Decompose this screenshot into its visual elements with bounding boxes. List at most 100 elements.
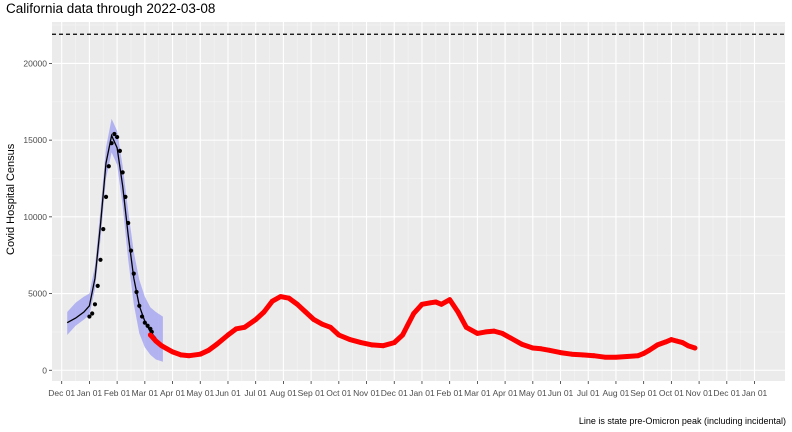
x-tick-label: Dec 01: [713, 388, 740, 398]
observed-point: [137, 303, 142, 308]
x-tick-labels: Dec 01 Jan 01 Feb 01 Mar 01 Apr 01 May 01 Jun …: [48, 388, 767, 398]
projection-point: [405, 321, 411, 327]
x-tick-label: Feb 01: [436, 388, 463, 398]
x-tick-label: Jun 01: [215, 388, 241, 398]
observed-point: [126, 220, 131, 226]
projection-point: [674, 338, 680, 344]
projection-point: [358, 340, 364, 346]
projection-point: [269, 298, 275, 304]
y-tick-labels: 0 5000 10000 15000 20000: [23, 58, 47, 375]
observed-point: [90, 311, 95, 316]
plot-panel: [52, 22, 785, 381]
x-tick-label: Jun 01: [548, 388, 574, 398]
x-tick-label: Mar 01: [132, 388, 159, 398]
y-tick-label: 10000: [23, 212, 47, 222]
projection-point: [159, 343, 164, 349]
y-tick-label: 20000: [23, 58, 47, 68]
x-tick-label: Jul 01: [577, 388, 600, 398]
x-tick-label: Apr 01: [160, 388, 185, 398]
observed-point: [134, 289, 139, 295]
observed-point: [117, 148, 122, 153]
observed-point: [145, 323, 150, 328]
projection-point: [419, 301, 425, 307]
projection-point: [680, 340, 685, 346]
projection-point: [655, 342, 660, 348]
x-tick-label: May 01: [186, 388, 214, 398]
projection-point: [427, 300, 433, 306]
observed-point: [131, 271, 136, 276]
projection-point: [685, 343, 691, 349]
projection-point: [668, 337, 674, 342]
observed-point: [103, 194, 109, 199]
projection-point: [225, 332, 231, 338]
projection-point: [178, 352, 184, 358]
projection-point: [278, 294, 284, 300]
observed-point: [123, 194, 128, 199]
projection-point: [692, 345, 698, 351]
x-tick-label: Sep 01: [630, 388, 657, 398]
projection-point: [641, 350, 647, 356]
projection-point: [286, 295, 292, 301]
observed-point: [128, 248, 134, 253]
observed-point: [92, 302, 98, 307]
projection-point: [147, 332, 153, 338]
x-tick-label: Oct 01: [659, 388, 684, 398]
projection-point: [253, 317, 259, 323]
projection-point: [214, 341, 220, 347]
projection-point: [261, 309, 267, 315]
projection-point: [635, 353, 641, 359]
observed-point: [139, 314, 145, 319]
projection-point: [530, 345, 536, 351]
projection-point: [613, 354, 619, 360]
y-tick-label: 15000: [23, 135, 47, 145]
projection-point: [538, 346, 544, 352]
projection-point: [474, 331, 480, 336]
projection-point: [580, 352, 586, 358]
projection-point: [591, 353, 597, 359]
projection-point: [294, 301, 300, 307]
y-tick-label: 5000: [28, 289, 47, 299]
x-tick-label: Oct 01: [326, 388, 351, 398]
projection-point: [186, 353, 192, 359]
observed-point: [106, 164, 111, 169]
observed-point: [120, 170, 125, 175]
observed-point: [101, 227, 106, 232]
observed-point: [115, 134, 120, 140]
x-tick-label: Dec 01: [48, 388, 75, 398]
projection-point: [164, 346, 170, 352]
observed-point: [109, 141, 114, 146]
x-tick-label: Feb 01: [104, 388, 131, 398]
chart-caption: Line is state pre-Omicron peak (includin…: [578, 416, 786, 426]
x-tick-label: May 01: [519, 388, 547, 398]
projection-point: [242, 324, 248, 330]
projection-point: [447, 297, 453, 303]
observed-point: [98, 257, 103, 262]
projection-point: [303, 309, 308, 315]
observed-point: [95, 283, 100, 288]
projection-point: [400, 332, 405, 338]
axis-ticks: [49, 63, 755, 384]
projection-point: [380, 343, 386, 349]
observed-point: [142, 320, 147, 325]
x-tick-label: Nov 01: [353, 388, 380, 398]
projection-point: [319, 321, 325, 327]
projection-point: [483, 329, 489, 335]
x-tick-label: Aug 01: [270, 388, 297, 398]
x-tick-label: Mar 01: [464, 388, 491, 398]
projection-point: [624, 354, 630, 359]
y-tick-label: 0: [42, 365, 47, 375]
x-tick-label: Aug 01: [602, 388, 629, 398]
x-tick-label: Jan 01: [77, 388, 103, 398]
series-point-layer: [87, 131, 698, 360]
projection-point: [206, 347, 211, 353]
projection-point: [519, 341, 525, 347]
observed-point: [87, 314, 92, 319]
projection-point: [602, 354, 608, 360]
chart-title: California data through 2022-03-08: [6, 1, 216, 16]
x-tick-label: Sep 01: [298, 388, 325, 398]
projection-point: [347, 337, 353, 342]
projection-point: [438, 301, 444, 307]
x-tick-label: Apr 01: [493, 388, 518, 398]
projection-point: [569, 351, 575, 357]
projection-point: [646, 347, 652, 353]
